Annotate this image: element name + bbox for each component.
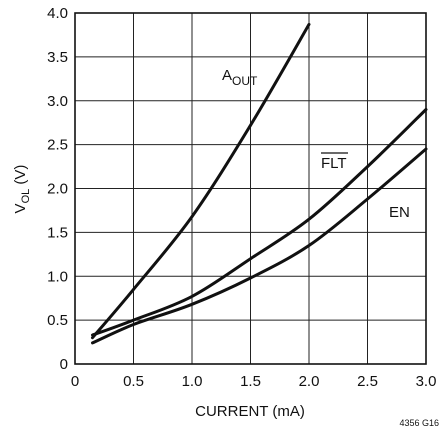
series-label-aout-main: A xyxy=(222,67,232,84)
series-line-a-out xyxy=(91,22,311,340)
y-tick-label: 3.0 xyxy=(47,93,68,110)
y-axis-label-main: V xyxy=(12,203,29,213)
series-line-en xyxy=(91,147,428,345)
x-tick-label: 3.0 xyxy=(416,373,437,390)
series-label-aout-subscript: OUT xyxy=(232,74,258,88)
y-tick-labels: 0 0.5 1.0 1.5 2.0 2.5 3.0 3.5 4.0 xyxy=(47,5,68,373)
y-tick-label: 0 xyxy=(60,356,68,373)
y-tick-label: 4.0 xyxy=(47,5,68,22)
x-tick-label: 1.0 xyxy=(182,373,203,390)
series-label-en: EN xyxy=(389,204,410,221)
y-axis-label-unit: (V) xyxy=(12,165,29,189)
y-axis-label: VOL (V) xyxy=(12,165,32,214)
plot-frame xyxy=(74,12,427,365)
x-tick-label: 2.5 xyxy=(357,373,378,390)
y-tick-label: 2.5 xyxy=(47,137,68,154)
x-axis-label: CURRENT (mA) xyxy=(195,403,305,420)
series-label-aout: AOUT xyxy=(222,67,258,88)
series-curves xyxy=(91,22,428,345)
series-label-flt: FLT xyxy=(321,155,347,172)
x-tick-labels: 0 0.5 1.0 1.5 2.0 2.5 3.0 xyxy=(71,373,437,390)
y-tick-label: 1.5 xyxy=(47,224,68,241)
figure-id-note: 4356 G16 xyxy=(399,418,439,428)
y-tick-label: 0.5 xyxy=(47,312,68,329)
series-line-flt xyxy=(91,108,428,337)
x-tick-label: 2.0 xyxy=(299,373,320,390)
y-tick-label: 1.0 xyxy=(47,268,68,285)
grid-lines xyxy=(75,13,426,364)
x-tick-label: 0 xyxy=(71,373,79,390)
y-tick-label: 3.5 xyxy=(47,49,68,66)
y-tick-label: 2.0 xyxy=(47,181,68,198)
y-axis-label-subscript: OL xyxy=(20,189,32,204)
x-tick-label: 1.5 xyxy=(240,373,261,390)
x-tick-label: 0.5 xyxy=(123,373,144,390)
